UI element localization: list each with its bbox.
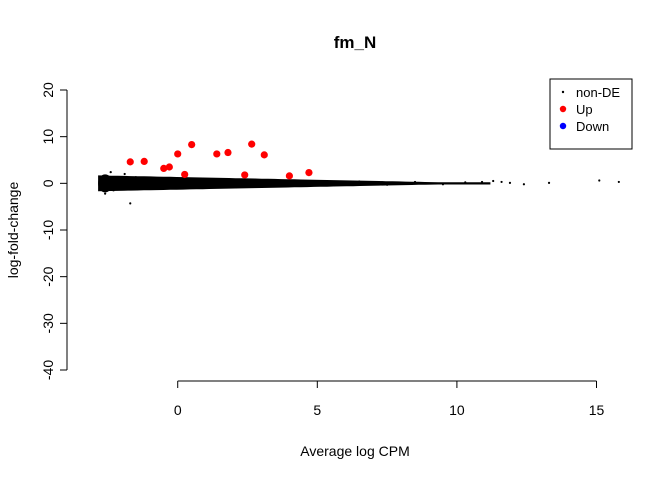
up-point: [260, 151, 268, 159]
non-de-point: [508, 181, 512, 184]
non-de-point: [547, 181, 551, 184]
up-point: [140, 157, 148, 165]
legend-entry-label: Up: [576, 102, 593, 117]
up-point: [174, 150, 182, 158]
non-de-point: [218, 185, 221, 188]
non-de-point: [123, 172, 126, 176]
non-de-point: [480, 180, 484, 184]
x-tick-label: 15: [589, 402, 605, 418]
non-de-point: [500, 180, 503, 184]
non-de-point: [109, 171, 112, 174]
non-de-point: [246, 178, 249, 182]
x-tick-label: 0: [174, 402, 182, 418]
legend-entry-label: Down: [576, 119, 609, 134]
up-point: [285, 172, 293, 180]
x-axis: 0 5 10 15: [174, 380, 605, 418]
chart-title: fm_N: [334, 33, 377, 52]
non-de-point: [162, 185, 165, 188]
non-de-point: [190, 178, 193, 181]
non-de-point: [148, 177, 151, 180]
y-tick-label: -10: [40, 220, 56, 240]
up-point: [305, 169, 313, 177]
non-de-point: [129, 187, 132, 191]
up-point: [213, 150, 221, 158]
non-de-cloud-band: [98, 175, 491, 192]
non-de-point: [598, 179, 601, 182]
y-axis-label: log-fold-change: [5, 182, 21, 279]
non-de-point: [358, 180, 361, 183]
non-de-point: [104, 186, 107, 190]
y-tick-label: -20: [40, 266, 56, 286]
non-de-point-cloud: [98, 174, 491, 193]
non-de-point: [522, 183, 526, 186]
non-de-point: [386, 183, 389, 186]
legend-entry-label: non-DE: [576, 85, 620, 100]
non-de-point: [140, 186, 143, 189]
up-point: [181, 170, 189, 179]
legend-marker: [559, 105, 567, 113]
points-layer: [101, 140, 620, 205]
non-de-point: [101, 181, 104, 184]
legend: non-DE Up Down: [549, 78, 633, 150]
y-tick-label: 0: [40, 179, 56, 187]
legend-box: [549, 78, 633, 150]
non-de-point: [441, 183, 445, 186]
y-tick-label: -30: [40, 313, 56, 333]
y-tick-label: -40: [40, 360, 56, 380]
non-de-point: [115, 177, 118, 180]
non-de-point: [617, 180, 620, 184]
non-de-point: [464, 181, 467, 184]
non-de-point: [274, 184, 277, 187]
up-point: [188, 141, 196, 149]
non-de-point: [302, 179, 305, 183]
up-point: [241, 171, 249, 179]
x-tick-label: 10: [449, 402, 465, 418]
non-de-point: [413, 180, 417, 184]
non-de-point: [330, 184, 333, 187]
non-de-point: [112, 189, 115, 192]
up-point: [165, 163, 173, 171]
legend-marker: [561, 90, 565, 94]
legend-marker: [559, 122, 567, 130]
non-de-point: [134, 176, 137, 179]
x-axis-label: Average log CPM: [300, 443, 409, 459]
non-de-point: [492, 179, 495, 183]
up-point: [160, 164, 168, 172]
up-point: [224, 148, 232, 157]
non-de-point: [129, 202, 132, 205]
up-point: [126, 158, 134, 166]
up-point: [248, 140, 256, 148]
non-de-point: [117, 185, 121, 189]
y-tick-label: 10: [40, 129, 56, 145]
y-tick-label: 20: [40, 82, 56, 98]
x-tick-label: 5: [313, 402, 321, 418]
y-axis: -40 -30 -20 -10 0 10 20: [40, 82, 68, 380]
non-de-point: [106, 175, 110, 178]
non-de-cloud-blob: [98, 174, 113, 193]
non-de-point: [104, 192, 107, 195]
